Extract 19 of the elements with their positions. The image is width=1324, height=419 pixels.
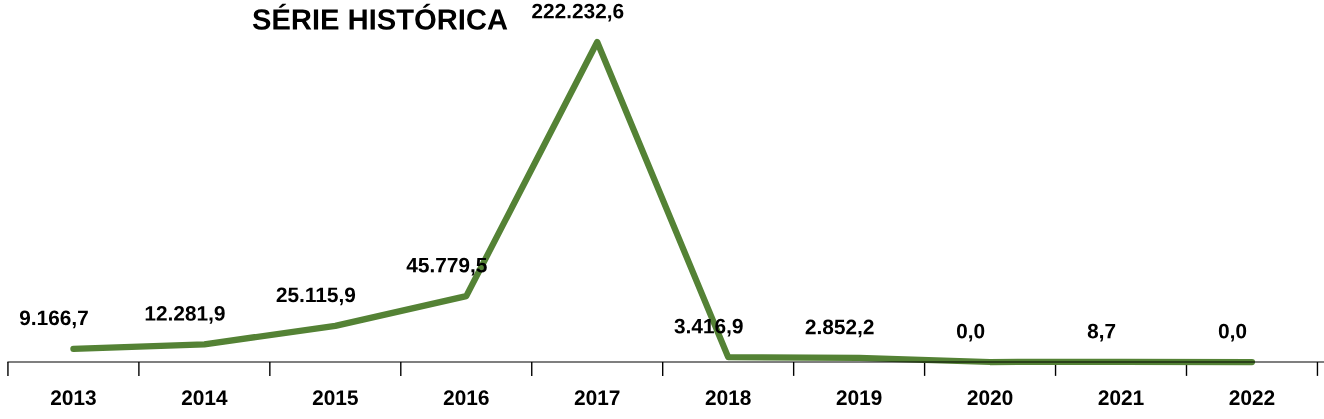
chart-title: SÉRIE HISTÓRICA [252,3,508,30]
data-label: 0,0 [956,323,985,342]
data-label: 8,7 [1087,323,1116,342]
x-tick-label: 2019 [836,390,882,406]
x-tick-label: 2022 [1229,390,1275,406]
data-label: 12.281,9 [145,306,225,324]
data-label: 9.166,7 [19,310,88,329]
x-tick-label: 2015 [312,390,358,406]
data-label: 0,0 [1218,323,1247,342]
data-label: 2.852,2 [805,319,874,338]
x-tick-label: 2020 [967,390,1013,406]
data-label: 222.232,6 [532,3,624,22]
x-tick-label: 2013 [50,390,96,406]
x-tick-label: 2018 [705,390,751,406]
data-label: 25.115,9 [276,287,356,306]
x-tick-label: 2016 [443,390,489,406]
x-tick-label: 2021 [1098,390,1144,406]
x-tick-label: 2014 [181,390,228,406]
x-tick-label: 2017 [574,390,620,406]
